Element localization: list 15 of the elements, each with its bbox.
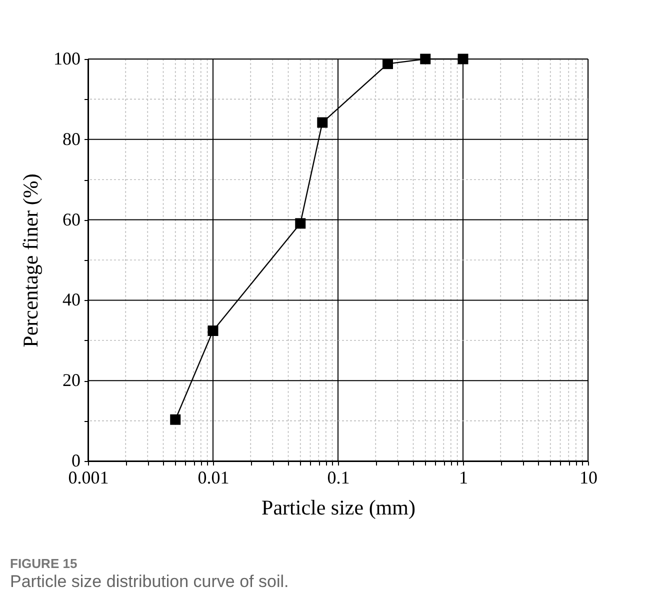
x-tick-label: 0.1 [327,468,350,488]
y-axis-title: Percentage finer (%) [18,174,42,348]
y-tick-label: 0 [72,450,80,470]
x-tick-label: 0.01 [198,468,230,488]
y-tick-label: 40 [62,290,80,310]
y-tick-label: 60 [62,209,80,230]
y-tick-label: 100 [54,48,80,68]
x-tick-label: 1 [459,468,468,488]
x-tick-label: 10 [580,468,598,488]
text: Particle size distribution curve of soil. [10,572,289,591]
y-tick-label: 20 [62,370,80,390]
text: FIGURE 15 [10,556,78,571]
x-axis-title: Particle size (mm) [262,496,416,520]
y-tick-label: 80 [62,128,80,149]
x-tick-label: 0.001 [68,468,109,488]
